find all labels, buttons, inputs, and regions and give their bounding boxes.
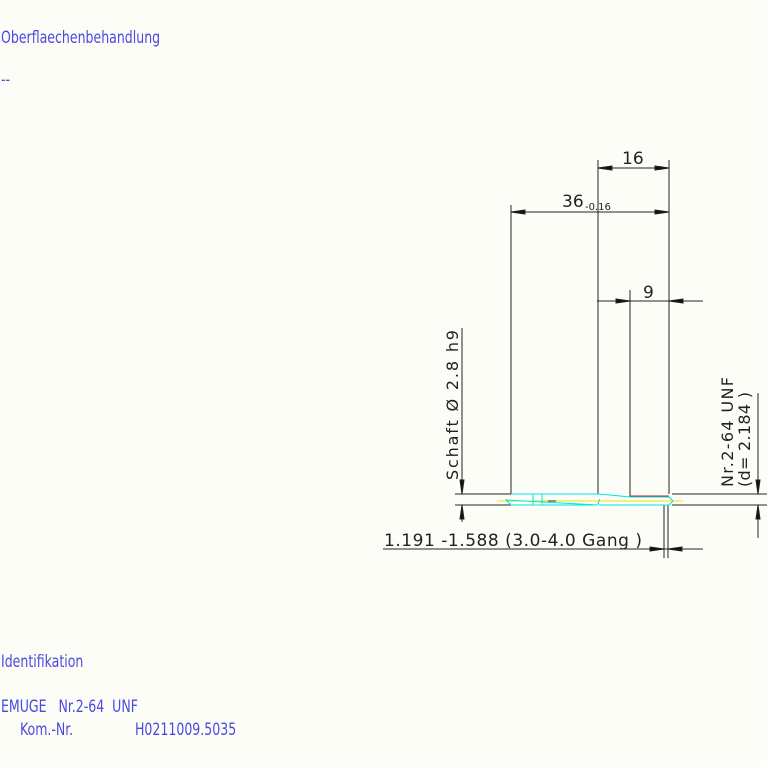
dimension-text-36: 36 [562,192,584,212]
kom-label: Kom.-Nr. [20,720,74,740]
dimension-text-16: 16 [622,149,644,169]
tool-outline [504,493,674,506]
shank-dimension-arrows [459,479,465,520]
surface-treatment-value: -- [1,70,11,90]
thread-diameter-label: (d= 2.184 ) [735,392,754,487]
thread-dimension-arrows [755,479,761,520]
core-hole-arrows [649,546,683,552]
product-line: EMUGE Nr.2-64 UNF [1,697,138,717]
dimension-arrows-9 [615,298,684,304]
identification-label: Identifikation [1,652,84,672]
core-hole-label: 1.191 -1.588 (3.0-4.0 Gang ) [384,531,642,551]
dimension-arrows-36 [510,209,670,215]
dimension-text-9: 9 [643,283,654,303]
thread-size-label: Nr.2-64 UNF [718,377,737,487]
shank-diameter-label: Schaft Ø 2.8 h9 [443,330,462,480]
dimension-tolerance-36: -0.16 [585,202,611,213]
kom-value: H0211009.5035 [135,720,237,740]
surface-treatment-label: Oberflaechenbehandlung [1,28,161,48]
dimension-arrows-16 [597,165,670,171]
